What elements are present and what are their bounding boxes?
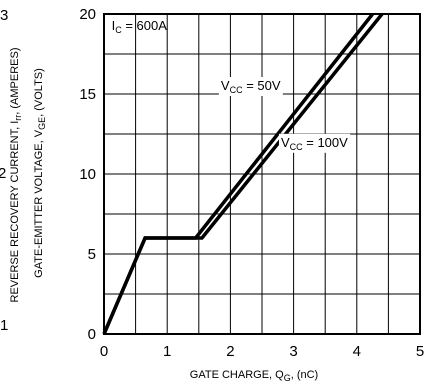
ic-annotation: IC = 600A bbox=[112, 18, 168, 35]
series-label-50v-text: VCC = 50V bbox=[221, 78, 281, 95]
y-tick-label: 0 bbox=[88, 326, 96, 343]
series-label-100v-text: VCC = 100V bbox=[281, 135, 348, 152]
series-label-100v: VCC = 100V bbox=[278, 133, 351, 153]
grid bbox=[104, 14, 420, 334]
series-label-50v-background bbox=[218, 77, 283, 96]
y-axis-label: GATE-EMITTER VOLTAGE, VGE, (VOLTS) bbox=[33, 68, 47, 278]
x-tick-label: 4 bbox=[353, 343, 361, 360]
tick-labels: 0 1 2 3 4 5 0 5 10 15 20 bbox=[79, 6, 424, 360]
left-cut-figure: 3 2 1 REVERSE RECOVERY CURRENT, Irr, (AM… bbox=[0, 7, 23, 334]
left-cut-tick-2: 2 bbox=[0, 165, 6, 182]
x-tick-label: 3 bbox=[289, 343, 297, 360]
left-cut-axis-label: REVERSE RECOVERY CURRENT, Irr, (AMPERES) bbox=[9, 48, 23, 303]
series-line-vcc-100v bbox=[102, 12, 384, 335]
y-tick-label: 20 bbox=[79, 6, 96, 23]
x-tick-label: 1 bbox=[163, 343, 171, 360]
plot-frame bbox=[103, 13, 421, 335]
left-cut-tick-1: 1 bbox=[0, 317, 8, 334]
series-label-100v-background bbox=[278, 133, 351, 153]
x-tick-label: 0 bbox=[100, 343, 108, 360]
series-label-50v: VCC = 50V bbox=[218, 77, 283, 96]
x-axis-label: GATE CHARGE, QG, (nC) bbox=[190, 369, 318, 383]
left-cut-tick-3: 3 bbox=[0, 7, 8, 24]
x-tick-label: 2 bbox=[226, 343, 234, 360]
x-tick-label: 5 bbox=[416, 343, 424, 360]
y-tick-label: 5 bbox=[88, 246, 96, 263]
series-group bbox=[102, 12, 384, 335]
y-tick-label: 15 bbox=[79, 86, 96, 103]
y-tick-label: 10 bbox=[79, 166, 96, 183]
